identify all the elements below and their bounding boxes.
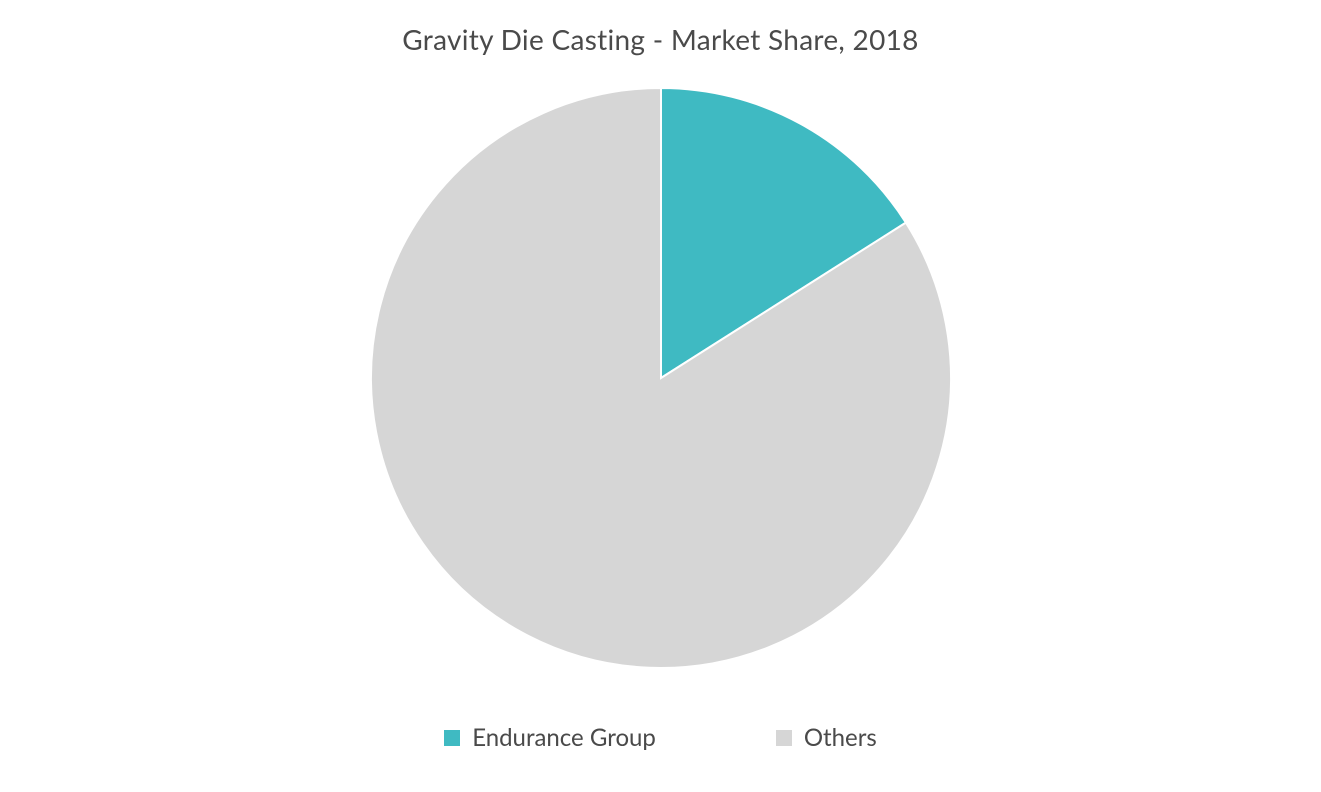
- legend-item: Others: [776, 723, 877, 752]
- pie-svg: [367, 84, 955, 672]
- legend-item: Endurance Group: [444, 723, 656, 752]
- legend-swatch: [444, 730, 460, 746]
- legend-swatch: [776, 730, 792, 746]
- pie-area: [0, 78, 1321, 678]
- chart-title: Gravity Die Casting - Market Share, 2018: [0, 22, 1321, 56]
- legend-label: Endurance Group: [472, 723, 656, 752]
- pie-chart: Gravity Die Casting - Market Share, 2018…: [0, 0, 1321, 792]
- legend-label: Others: [804, 723, 877, 752]
- legend: Endurance Group Others: [0, 723, 1321, 752]
